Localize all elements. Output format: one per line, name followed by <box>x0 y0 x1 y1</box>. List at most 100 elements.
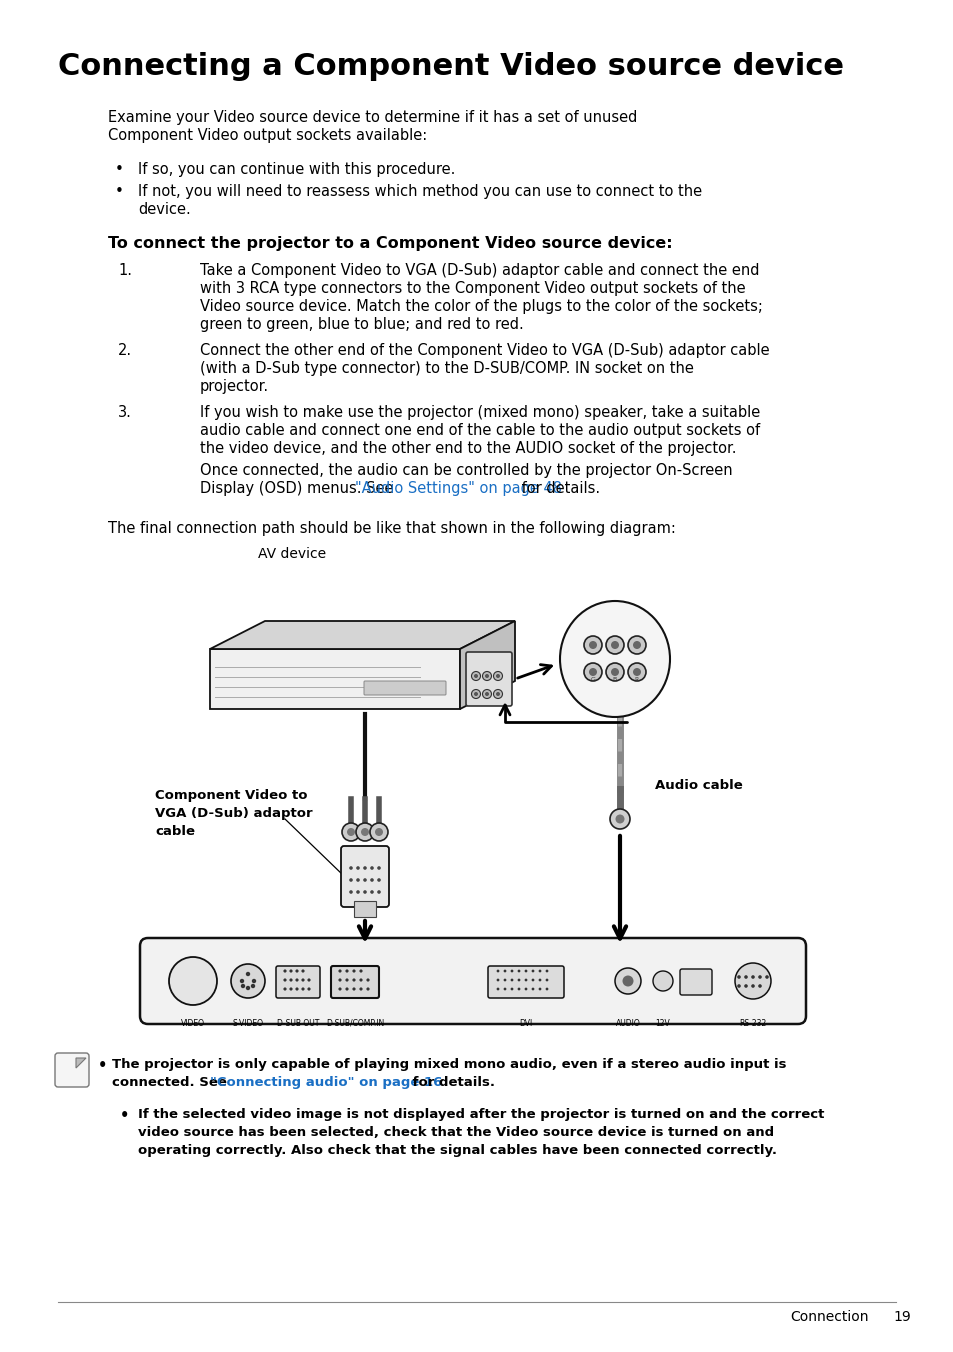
Circle shape <box>517 979 519 982</box>
Circle shape <box>301 969 304 972</box>
Circle shape <box>363 890 366 894</box>
Circle shape <box>609 808 629 829</box>
Text: The final connection path should be like that shown in the following diagram:: The final connection path should be like… <box>108 521 675 535</box>
Circle shape <box>758 984 761 988</box>
Circle shape <box>503 979 506 982</box>
Circle shape <box>360 827 369 836</box>
Circle shape <box>583 662 601 681</box>
Circle shape <box>349 890 353 894</box>
Circle shape <box>496 675 499 677</box>
FancyBboxPatch shape <box>488 965 563 998</box>
Circle shape <box>375 827 382 836</box>
Circle shape <box>366 987 369 991</box>
Circle shape <box>734 963 770 999</box>
Text: Display (OSD) menus. See: Display (OSD) menus. See <box>200 481 397 496</box>
Circle shape <box>588 668 597 676</box>
Text: Take a Component Video to VGA (D-Sub) adaptor cable and connect the end: Take a Component Video to VGA (D-Sub) ad… <box>200 264 759 279</box>
Text: 3.: 3. <box>118 406 132 420</box>
Circle shape <box>295 987 298 991</box>
FancyBboxPatch shape <box>354 900 375 917</box>
Text: "Audio Settings" on page 48: "Audio Settings" on page 48 <box>355 481 561 496</box>
Text: "Connecting audio" on page 16: "Connecting audio" on page 16 <box>210 1076 442 1088</box>
Text: AV device: AV device <box>257 548 326 561</box>
Circle shape <box>370 867 374 869</box>
Text: •: • <box>115 184 124 199</box>
Text: device.: device. <box>138 201 191 218</box>
Circle shape <box>531 987 534 991</box>
Text: S-VIDEO: S-VIDEO <box>233 1019 263 1028</box>
Circle shape <box>251 984 255 988</box>
Circle shape <box>341 823 359 841</box>
Text: the video device, and the other end to the AUDIO socket of the projector.: the video device, and the other end to t… <box>200 441 736 456</box>
Circle shape <box>352 987 355 991</box>
Circle shape <box>363 867 366 869</box>
Circle shape <box>497 987 498 991</box>
Circle shape <box>471 690 480 699</box>
Circle shape <box>531 969 534 972</box>
Text: with 3 RCA type connectors to the Component Video output sockets of the: with 3 RCA type connectors to the Compon… <box>200 281 745 296</box>
Circle shape <box>615 968 640 994</box>
Text: for details.: for details. <box>517 481 599 496</box>
Circle shape <box>363 879 366 882</box>
Text: (with a D-Sub type connector) to the D-SUB/COMP. IN socket on the: (with a D-Sub type connector) to the D-S… <box>200 361 693 376</box>
Circle shape <box>545 969 548 972</box>
Circle shape <box>307 987 311 991</box>
Circle shape <box>484 675 489 677</box>
Text: for details.: for details. <box>408 1076 495 1088</box>
Text: •: • <box>98 1059 108 1073</box>
Text: B: B <box>612 677 617 681</box>
Text: RS-232: RS-232 <box>739 1019 766 1028</box>
Text: projector.: projector. <box>200 379 269 393</box>
Circle shape <box>750 975 754 979</box>
Text: To connect the projector to a Component Video source device:: To connect the projector to a Component … <box>108 237 672 251</box>
Circle shape <box>750 984 754 988</box>
Circle shape <box>524 987 527 991</box>
Circle shape <box>345 987 348 991</box>
Circle shape <box>545 987 548 991</box>
Circle shape <box>295 979 298 982</box>
Circle shape <box>484 692 489 696</box>
Polygon shape <box>459 621 515 708</box>
Circle shape <box>370 890 374 894</box>
Circle shape <box>338 979 341 982</box>
Circle shape <box>359 979 362 982</box>
Circle shape <box>352 969 355 972</box>
Circle shape <box>583 635 601 654</box>
Circle shape <box>510 987 513 991</box>
Circle shape <box>240 984 245 988</box>
Circle shape <box>633 668 640 676</box>
Circle shape <box>246 986 250 990</box>
Text: Component Video output sockets available:: Component Video output sockets available… <box>108 128 427 143</box>
Text: Component Video to
VGA (D-Sub) adaptor
cable: Component Video to VGA (D-Sub) adaptor c… <box>154 790 313 838</box>
Circle shape <box>355 867 359 869</box>
Circle shape <box>622 976 633 987</box>
Circle shape <box>497 979 498 982</box>
Text: The projector is only capable of playing mixed mono audio, even if a stereo audi: The projector is only capable of playing… <box>112 1059 785 1071</box>
Circle shape <box>517 969 519 972</box>
Circle shape <box>545 979 548 982</box>
Circle shape <box>252 979 256 983</box>
Circle shape <box>355 879 359 882</box>
Circle shape <box>743 984 747 988</box>
Circle shape <box>503 969 506 972</box>
Circle shape <box>295 969 298 972</box>
Circle shape <box>283 979 286 982</box>
Text: Connection: Connection <box>789 1310 867 1324</box>
Circle shape <box>510 979 513 982</box>
FancyBboxPatch shape <box>679 969 711 995</box>
Circle shape <box>347 827 355 836</box>
Circle shape <box>289 969 293 972</box>
Circle shape <box>376 879 380 882</box>
Circle shape <box>352 979 355 982</box>
Polygon shape <box>76 1059 86 1068</box>
Circle shape <box>345 969 348 972</box>
Circle shape <box>482 672 491 680</box>
Text: Connecting a Component Video source device: Connecting a Component Video source devi… <box>58 51 843 81</box>
Circle shape <box>737 975 740 979</box>
Circle shape <box>301 979 304 982</box>
Text: 19: 19 <box>892 1310 910 1324</box>
Circle shape <box>605 662 623 681</box>
Text: If the selected video image is not displayed after the projector is turned on an: If the selected video image is not displ… <box>138 1109 823 1121</box>
Circle shape <box>497 969 498 972</box>
Text: 12V: 12V <box>655 1019 670 1028</box>
